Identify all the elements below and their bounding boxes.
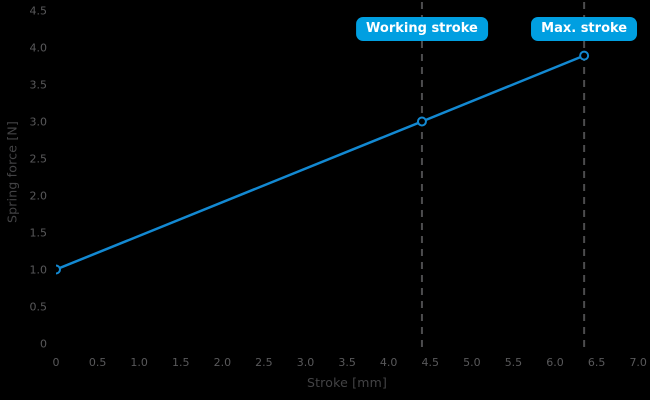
y-tick-label: 3.5 — [30, 79, 48, 92]
x-tick-label: 2.0 — [214, 356, 232, 369]
x-tick-label: 0 — [53, 356, 60, 369]
data-point-marker — [579, 50, 590, 61]
y-tick-label: 1.0 — [30, 264, 48, 277]
y-tick-label: 2.0 — [30, 190, 48, 203]
x-axis-title: Stroke [mm] — [306, 375, 388, 390]
y-tick-label: 4.0 — [30, 42, 48, 55]
y-tick-label: 2.5 — [30, 153, 48, 166]
x-tick-label: 4.0 — [380, 356, 398, 369]
x-tick-label: 5.0 — [463, 356, 481, 369]
y-axis-title: Spring force [N] — [4, 120, 20, 224]
x-tick-label: 6.5 — [588, 356, 606, 369]
x-tick-label: 3.0 — [297, 356, 315, 369]
x-tick-label: 1.0 — [130, 356, 148, 369]
data-point-marker — [416, 116, 427, 127]
x-tick-label: 5.5 — [505, 356, 523, 369]
y-tick-label: 1.5 — [30, 227, 48, 240]
spring-characteristic-line — [56, 54, 585, 271]
working-stroke-badge[interactable]: Working stroke — [356, 17, 488, 41]
y-tick-label: 3.0 — [30, 116, 48, 129]
x-tick-label: 1.5 — [172, 356, 190, 369]
x-tick-label: 6.0 — [546, 356, 564, 369]
x-tick-label: 3.5 — [338, 356, 356, 369]
y-tick-label: 0 — [40, 338, 47, 351]
y-tick-label: 4.5 — [30, 5, 48, 18]
x-tick-label: 0.5 — [89, 356, 107, 369]
x-tick-label: 7.0 — [629, 356, 647, 369]
x-tick-label: 2.5 — [255, 356, 273, 369]
max-stroke-badge[interactable]: Max. stroke — [531, 17, 638, 41]
x-tick-label: 4.5 — [422, 356, 440, 369]
data-point-marker — [56, 264, 61, 275]
y-tick-label: 0.5 — [30, 301, 48, 314]
